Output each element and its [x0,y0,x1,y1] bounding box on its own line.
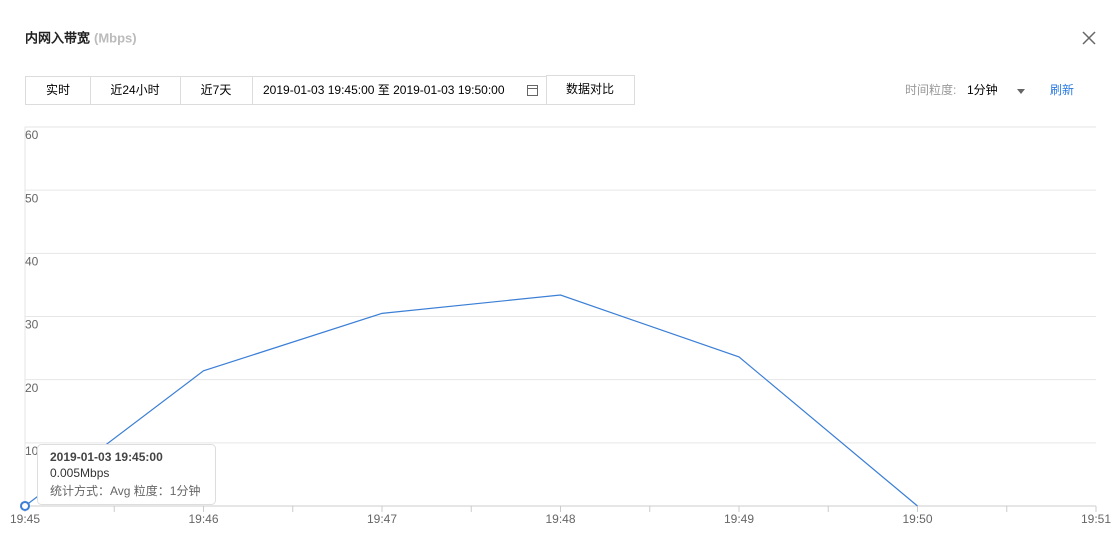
tooltip-box [37,444,216,505]
x-tick-label: 19:51 [1081,512,1111,526]
x-tick-label: 19:50 [902,512,932,526]
refresh-link[interactable]: 刷新 [1050,82,1074,97]
tooltip-value: 0.005Mbps [50,466,109,480]
calendar-icon [527,85,538,96]
plot: 10 20 30 40 50 60 19:45 19:46 19:47 19:48 19:49 19:… [10,126,1111,526]
x-tick-label: 19:46 [188,512,218,526]
button-7d[interactable] [180,76,253,105]
y-tick-label: 20 [25,381,39,395]
button-24h[interactable] [90,76,181,105]
tooltip: 2019-01-03 19:45:00 0.005Mbps 统计方式：Avg 粒度：… [37,444,216,505]
dropdown-arrow[interactable] [1017,89,1025,94]
y-tick-label: 30 [25,318,39,332]
hover-point [20,500,30,511]
y-tick-label: 10 [25,444,39,458]
button-label: 数据对比 [566,81,614,96]
x-tick-label: 19:48 [545,512,575,526]
close-button[interactable] [1082,31,1096,45]
chart-title: 内网入带宽 [25,30,90,45]
chart-unit: (Mbps) [94,30,137,45]
x-tick-label: 19:47 [367,512,397,526]
button-label: 近24小时 [110,83,159,97]
button-label: 实时 [46,82,70,97]
close-icon [1082,31,1096,45]
x-tick-label: 19:45 [10,512,40,526]
tooltip-title: 2019-01-03 19:45:00 [50,450,163,464]
x-tick-label: 19:49 [724,512,754,526]
data-line [24,294,918,507]
button-label: 近7天 [201,83,232,97]
date-range-input[interactable] [252,76,547,105]
date-range: 2019-01-03 19:45:00 至 2019-01-03 19:50:0… [263,83,505,97]
tooltip-note: 统计方式：Avg 粒度：1分钟 [50,483,200,498]
y-tick-label: 60 [25,128,39,142]
button-compare[interactable] [546,75,635,105]
granularity-select[interactable]: 1分钟 [967,82,998,97]
calendar-box [527,85,538,96]
granularity-label: 时间粒度: [905,82,956,97]
y-tick-label: 40 [25,255,39,269]
y-tick-label: 50 [25,191,39,205]
